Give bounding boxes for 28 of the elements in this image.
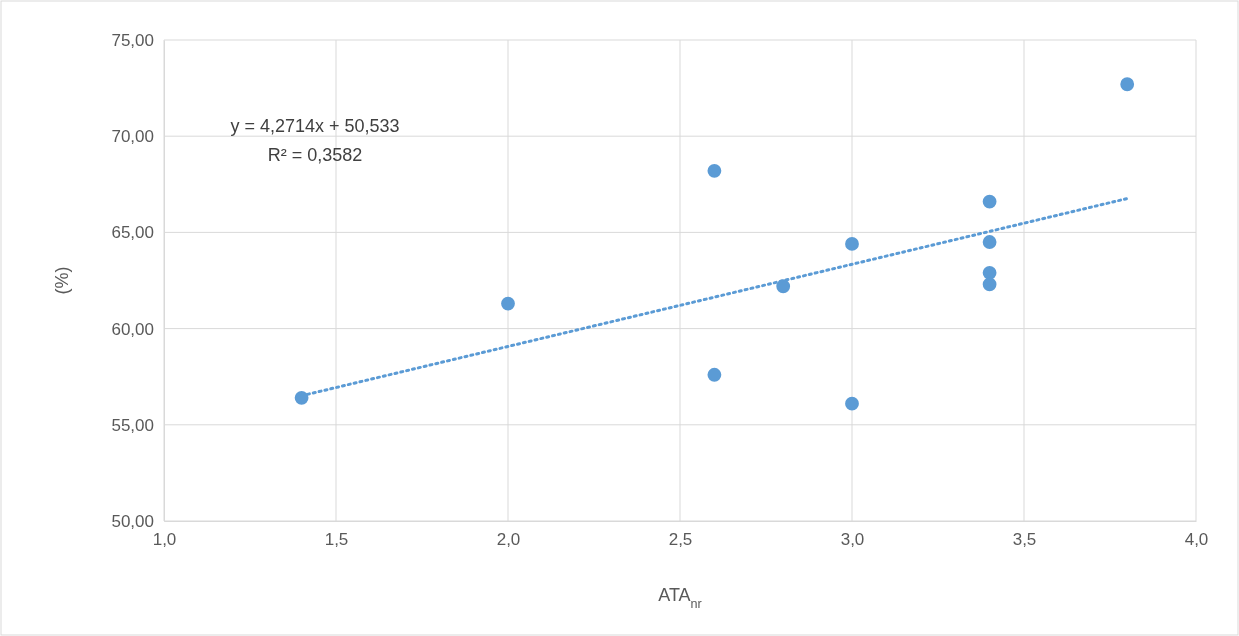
x-tick-label: 1,0 — [152, 530, 177, 550]
y-tick-label: 70,00 — [111, 127, 154, 147]
y-axis-title: (%) — [52, 266, 72, 295]
x-tick-label: 2,5 — [668, 530, 693, 550]
y-tick-label: 65,00 — [111, 223, 154, 243]
x-tick-label: 4,0 — [1184, 530, 1209, 550]
point — [982, 265, 997, 280]
point — [845, 396, 859, 411]
y-tick-label: 55,00 — [111, 415, 154, 435]
point — [501, 296, 515, 311]
annotation: R² = 0,3582 — [267, 145, 363, 165]
point — [982, 277, 997, 292]
x-tick-label: 2,0 — [496, 530, 521, 550]
point — [707, 163, 722, 178]
x-axis-title: ATA$_{nr}$ — [658, 585, 702, 611]
point — [776, 279, 791, 294]
y-tick-label: 60,00 — [111, 319, 154, 339]
y-tick-label: 50,00 — [111, 511, 154, 531]
x-tick-label: 3,0 — [840, 530, 865, 550]
annotation: y = 4,2714x + 50,533 — [230, 116, 400, 136]
point — [845, 237, 859, 251]
point — [982, 194, 997, 209]
point — [707, 367, 722, 382]
y-tick-label: 75,00 — [111, 30, 154, 50]
point — [1120, 77, 1135, 92]
x-tick-label: 3,5 — [1012, 530, 1037, 550]
point — [982, 235, 997, 249]
x-tick-label: 1,5 — [324, 530, 349, 550]
